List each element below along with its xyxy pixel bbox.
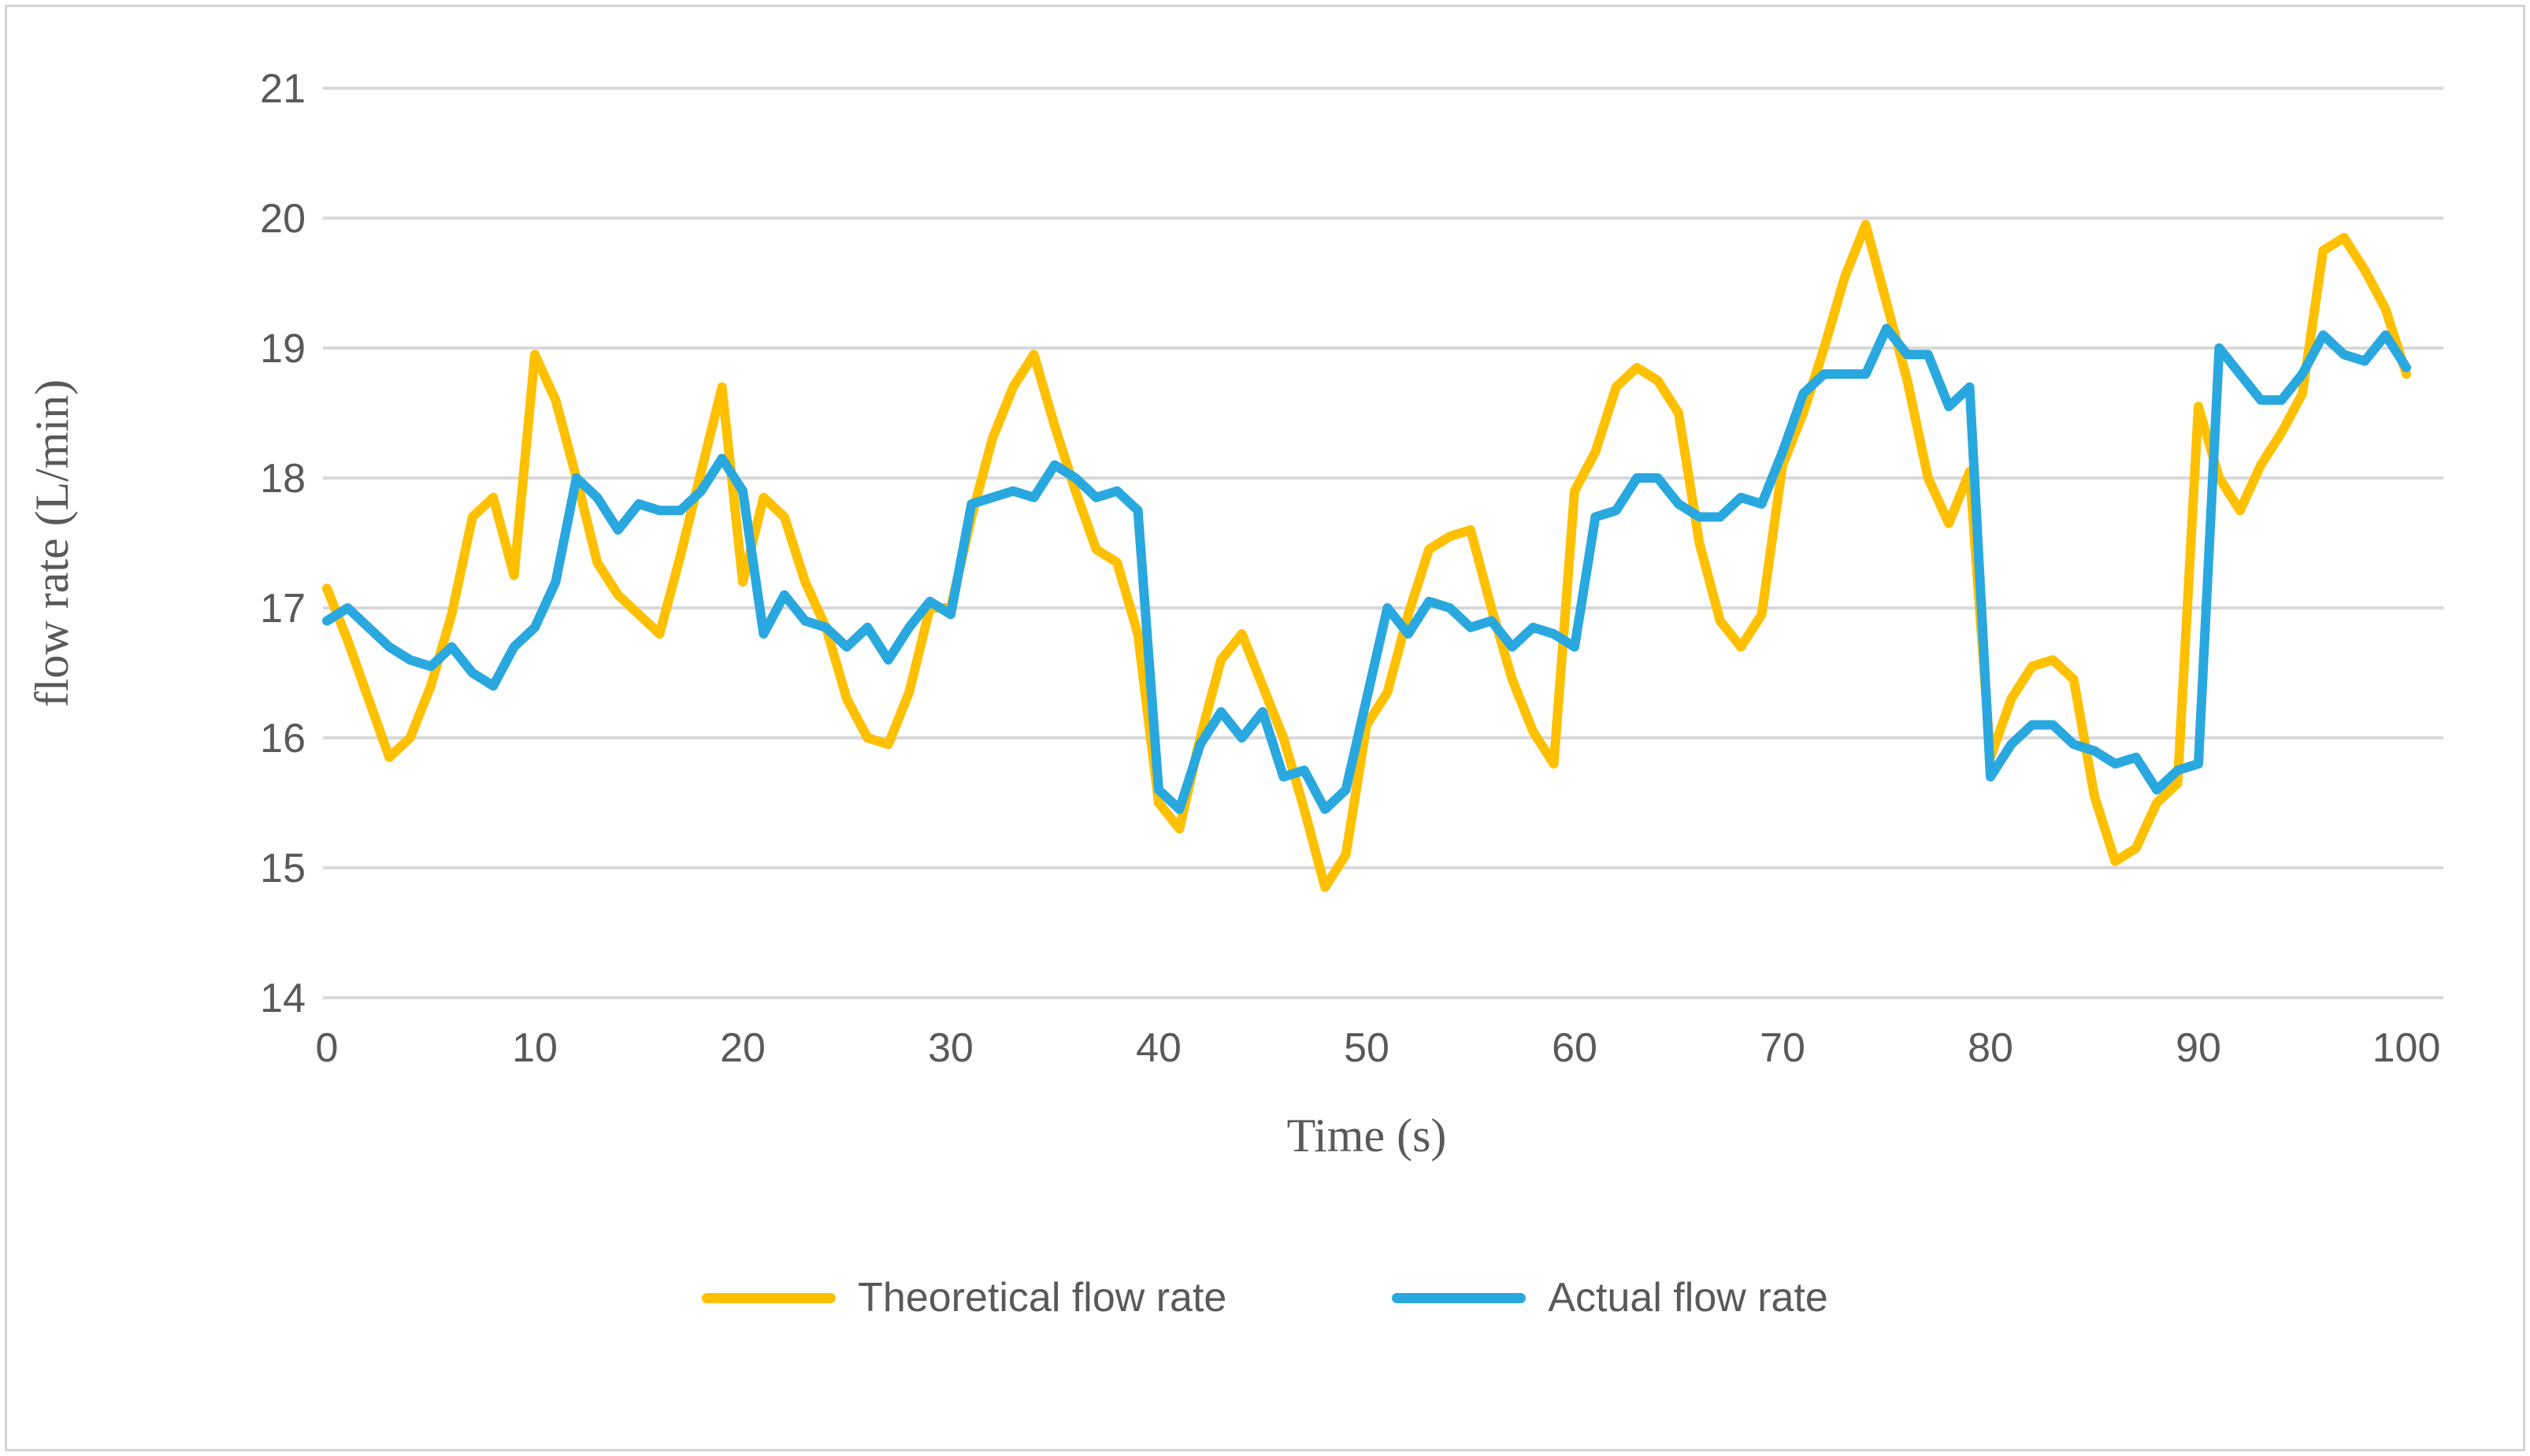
x-tick-label: 60 [1552, 1025, 1597, 1071]
y-tick-label: 21 [260, 66, 306, 112]
x-tick-label: 80 [1968, 1025, 2013, 1071]
actual-line-swatch [1392, 1292, 1527, 1303]
x-tick-label: 50 [1344, 1025, 1389, 1071]
y-tick-labels-group: 14 15 16 17 18 19 20 21 [260, 66, 306, 1021]
legend-item-actual: Actual flow rate [1392, 1274, 1828, 1321]
theoretical-line-swatch [702, 1292, 837, 1303]
x-axis-title: Time (s) [1286, 1110, 1447, 1161]
x-tick-label: 30 [928, 1025, 974, 1071]
x-tick-label: 90 [2176, 1025, 2221, 1071]
gridlines-group [323, 87, 2443, 999]
actual-series-line [322, 324, 2411, 814]
legend-item-theoretical: Theoretical flow rate [702, 1274, 1226, 1321]
x-tick-label: 20 [720, 1025, 766, 1071]
theoretical-series-line [322, 220, 2411, 892]
y-tick-label: 16 [260, 716, 306, 761]
legend: Theoretical flow rate Actual flow rate [0, 1274, 2530, 1321]
x-tick-label: 0 [316, 1025, 339, 1071]
x-tick-label: 70 [1760, 1025, 1805, 1071]
y-tick-label: 19 [260, 326, 306, 372]
y-tick-label: 17 [260, 586, 306, 632]
series-lines-group [322, 220, 2411, 892]
legend-label-theoretical: Theoretical flow rate [858, 1275, 1227, 1321]
y-tick-label: 20 [260, 196, 306, 242]
y-tick-label: 14 [260, 976, 306, 1021]
x-tick-label: 10 [512, 1025, 558, 1071]
legend-label-actual: Actual flow rate [1548, 1275, 1828, 1321]
y-tick-label: 15 [260, 846, 306, 891]
x-tick-label: 40 [1136, 1025, 1182, 1071]
x-tick-label: 100 [2372, 1025, 2441, 1071]
y-tick-label: 18 [260, 456, 306, 502]
x-tick-labels-group: 0 10 20 30 40 50 60 70 80 90 100 [316, 1025, 2441, 1071]
